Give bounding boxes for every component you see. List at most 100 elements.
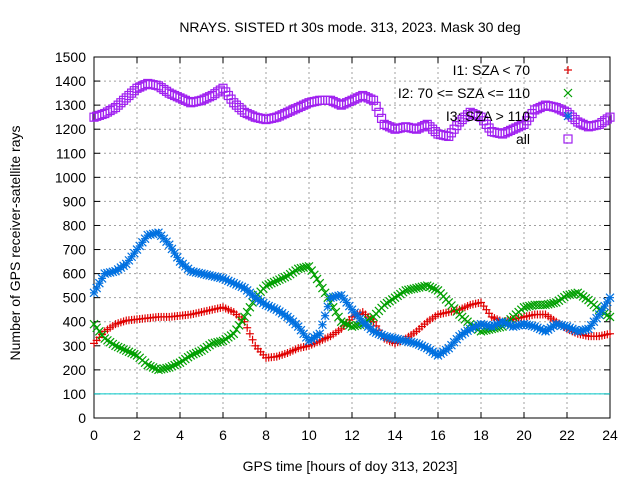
data-point [180,354,190,364]
data-point [312,274,322,284]
data-point [414,283,424,292]
y-tick-label: 200 [63,362,87,378]
data-point [129,349,139,359]
data-point [159,364,169,374]
data-point [315,278,325,288]
legend: I1: SZA < 70 I2: 70 <= SZA <= 110 I3: SZA … [398,62,573,147]
x-tick-label: 14 [387,427,403,443]
data-point [111,341,120,351]
data-point [471,110,481,120]
data-point [514,122,524,132]
data-point [565,110,575,120]
series-layer [89,78,615,375]
data-point [331,307,341,317]
data-point [127,348,137,358]
data-point [366,94,376,104]
y-tick-label: 1100 [56,145,86,161]
x-tick-label: 20 [516,427,532,443]
data-point [441,131,451,141]
data-point [280,272,290,282]
data-point [272,276,282,286]
data-point [368,95,379,105]
data-point [339,318,349,328]
data-point [170,360,180,370]
legend-marker [563,88,573,98]
data-point [363,93,373,103]
y-axis-label: Number of GPS receiver-satellite rays [7,126,23,361]
data-point [215,85,225,95]
data-point [124,90,134,101]
data-point [320,311,330,321]
data-point [210,338,220,348]
data-point [105,105,115,116]
data-point [207,338,217,348]
data-point [516,120,526,131]
data-point [154,365,163,375]
data-point [546,299,556,309]
data-point [248,335,257,344]
data-point [315,329,325,339]
data-point [275,275,284,285]
data-point [119,344,128,354]
data-point [549,298,558,308]
data-point [288,267,298,277]
data-point [406,284,416,294]
legend-label: I2: 70 <= SZA <= 110 [398,85,530,101]
x-tick-label: 2 [133,427,141,443]
data-point [376,113,387,123]
data-point [234,102,244,113]
y-tick-label: 1300 [55,97,86,113]
data-point [350,321,360,331]
data-point [562,290,572,300]
legend-label: I1: SZA < 70 [453,62,531,78]
data-point [541,300,550,310]
x-tick-label: 8 [262,427,270,443]
data-point [215,337,225,347]
data-point [606,329,614,338]
data-point [374,107,384,117]
data-point [430,284,440,294]
data-point [422,281,432,291]
data-point [296,263,306,273]
y-tick-label: 800 [63,217,87,233]
y-tick-label: 1200 [55,121,86,137]
data-point [156,364,166,374]
data-point [390,293,400,303]
data-point [602,297,612,307]
data-point [116,98,126,108]
data-point [387,295,397,304]
data-point [522,302,532,312]
data-point [116,343,126,353]
data-point [264,280,274,289]
data-point [578,292,588,301]
data-point [385,296,395,306]
data-point [557,105,567,115]
y-tick-label: 100 [63,386,87,402]
data-point [143,360,153,370]
y-tick-label: 700 [63,242,87,258]
data-point [347,322,357,331]
data-point [417,282,427,292]
data-point [231,100,242,110]
data-point [240,312,249,322]
data-point [393,291,403,301]
series-3 [89,78,615,142]
data-point [229,329,239,339]
data-point [191,348,201,358]
data-point [245,329,254,338]
data-point [146,361,155,371]
x-tick-label: 4 [176,427,184,443]
data-point [293,264,303,274]
data-point [519,302,529,312]
data-point [89,319,99,329]
data-point [318,320,327,330]
y-tick-label: 500 [63,290,87,306]
data-point [567,289,577,299]
data-point [401,286,411,295]
data-point [113,100,123,110]
data-point [121,346,131,356]
data-point [92,323,102,333]
data-point [524,301,534,311]
data-point [409,284,419,294]
